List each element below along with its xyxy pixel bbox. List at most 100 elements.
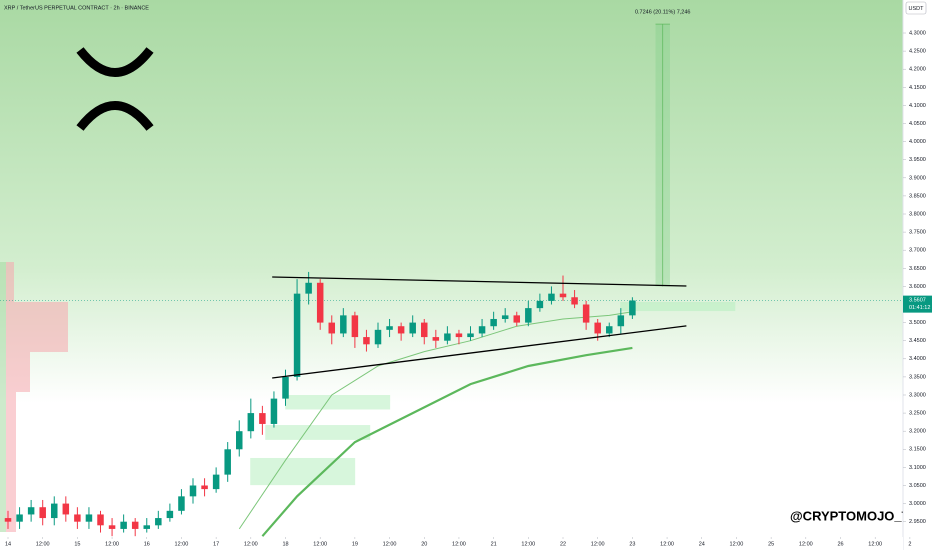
candle-body <box>444 333 451 341</box>
y-tick-label: 4.3000 <box>909 30 926 36</box>
x-tick-label: 12:00 <box>868 541 882 547</box>
candle-body <box>490 318 497 327</box>
y-tick-label: 4.0500 <box>909 121 926 127</box>
zone <box>620 301 736 312</box>
candle-body <box>305 282 312 294</box>
candle-body <box>282 376 289 399</box>
y-tick-label: 3.8000 <box>909 211 926 217</box>
x-tick-label: 12:00 <box>660 541 674 547</box>
candle-body <box>594 322 601 334</box>
y-tick-label: 3.7000 <box>909 248 926 254</box>
candle-body <box>525 308 532 323</box>
last-price-box <box>903 295 932 313</box>
candle-body <box>16 514 23 522</box>
y-tick-label: 3.1500 <box>909 447 926 453</box>
price-axis <box>903 0 932 550</box>
xrp-logo <box>76 47 154 131</box>
x-tick-label: 25 <box>768 541 774 547</box>
x-tick-label: 12:00 <box>452 541 466 547</box>
x-tick-label: 12:00 <box>105 541 119 547</box>
candle-body <box>467 333 474 338</box>
candle-body <box>536 300 544 309</box>
x-tick-label: 22 <box>560 541 566 547</box>
candle-body <box>386 326 393 330</box>
moving-average <box>261 346 633 537</box>
candle-body <box>340 315 347 334</box>
candle-body <box>617 315 625 327</box>
countdown-label: 01:41:12 <box>909 305 930 311</box>
x-tick-label: 15 <box>74 541 80 547</box>
candle-body <box>166 510 174 519</box>
x-tick-label: 18 <box>282 541 288 547</box>
y-tick-label: 3.6000 <box>909 284 926 290</box>
candle-body <box>409 322 416 334</box>
candle-body <box>397 326 405 334</box>
candle-body <box>629 300 636 316</box>
y-tick-label: 3.4500 <box>909 338 926 344</box>
y-tick-label: 3.5000 <box>909 320 926 326</box>
candle-body <box>108 525 116 529</box>
x-tick-label: 16 <box>144 541 150 547</box>
y-tick-label: 3.0500 <box>909 483 926 489</box>
candle-body <box>374 329 382 345</box>
y-tick-label: 3.3000 <box>909 392 926 398</box>
trendline <box>272 276 687 287</box>
x-tick-label: 24 <box>699 541 705 547</box>
candle-body <box>120 521 127 529</box>
x-tick-label: 14 <box>5 541 11 547</box>
zone <box>250 457 356 486</box>
candle-body <box>571 297 578 305</box>
candle-body <box>155 518 162 526</box>
x-tick-label: 17 <box>213 541 219 547</box>
y-tick-label: 4.1000 <box>909 103 926 109</box>
candle-body <box>293 293 301 377</box>
y-tick-label: 3.9500 <box>909 157 926 163</box>
candle-body <box>559 293 567 298</box>
candle-body <box>363 337 370 345</box>
candle-body <box>4 518 12 522</box>
candle-body <box>74 514 81 522</box>
time-axis <box>0 537 903 550</box>
trendline <box>272 325 687 379</box>
chart-title: XRP / TetherUS PERPETUAL CONTRACT · 2h ·… <box>4 5 149 11</box>
candle-body <box>39 507 46 519</box>
x-tick-label: 12:00 <box>591 541 605 547</box>
candle-body <box>316 282 324 323</box>
x-tick-label: 12:00 <box>730 541 744 547</box>
y-tick-label: 2.9500 <box>909 519 926 525</box>
y-tick-label: 3.4000 <box>909 356 926 362</box>
candle-body <box>212 474 220 490</box>
volume-profile <box>0 262 68 532</box>
zone <box>285 394 391 410</box>
candle-body <box>131 521 139 529</box>
x-tick-label: 2 <box>908 541 911 547</box>
candle-body <box>143 525 151 529</box>
candle-body <box>97 514 104 526</box>
candle-body <box>351 315 359 338</box>
y-tick-label: 4.0000 <box>909 139 926 145</box>
x-tick-label: 20 <box>421 541 427 547</box>
y-tick-label: 4.1500 <box>909 85 926 91</box>
zone <box>265 425 371 440</box>
candle-body <box>259 413 266 424</box>
x-tick-label: 12:00 <box>799 541 813 547</box>
candle-body <box>178 496 185 511</box>
y-tick-label: 3.8500 <box>909 193 926 199</box>
candle-body <box>501 315 509 319</box>
candle-body <box>606 326 613 334</box>
y-tick-label: 3.0000 <box>909 501 926 507</box>
candle-body <box>432 337 440 341</box>
y-tick-label: 4.2000 <box>909 67 926 73</box>
candle-body <box>513 315 521 323</box>
y-tick-label: 3.1000 <box>909 465 926 471</box>
x-tick-label: 26 <box>837 541 843 547</box>
candle-body <box>51 503 58 519</box>
x-tick-label: 12:00 <box>244 541 258 547</box>
currency-box <box>905 1 927 15</box>
y-tick-label: 3.6500 <box>909 266 926 272</box>
y-tick-label: 3.3500 <box>909 374 926 380</box>
candle-body <box>328 322 336 334</box>
target-label: 0.7246 (20.11%) 7,246 <box>635 10 691 16</box>
candle-body <box>270 398 278 424</box>
